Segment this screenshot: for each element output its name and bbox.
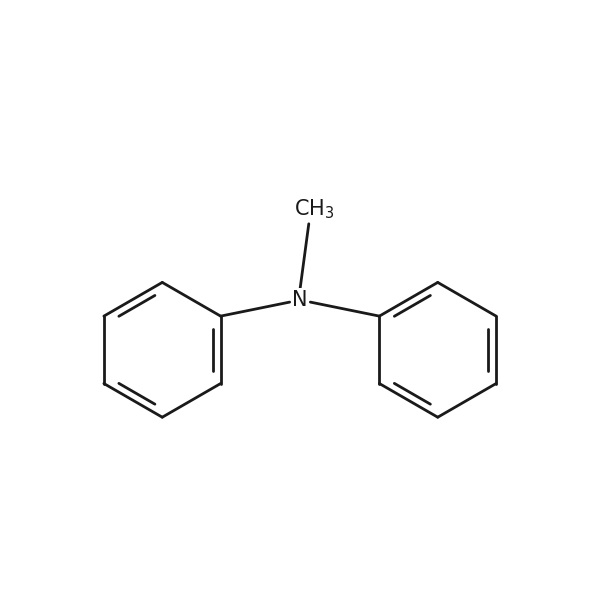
Text: N: N	[292, 290, 308, 310]
Text: CH$_3$: CH$_3$	[295, 197, 335, 221]
